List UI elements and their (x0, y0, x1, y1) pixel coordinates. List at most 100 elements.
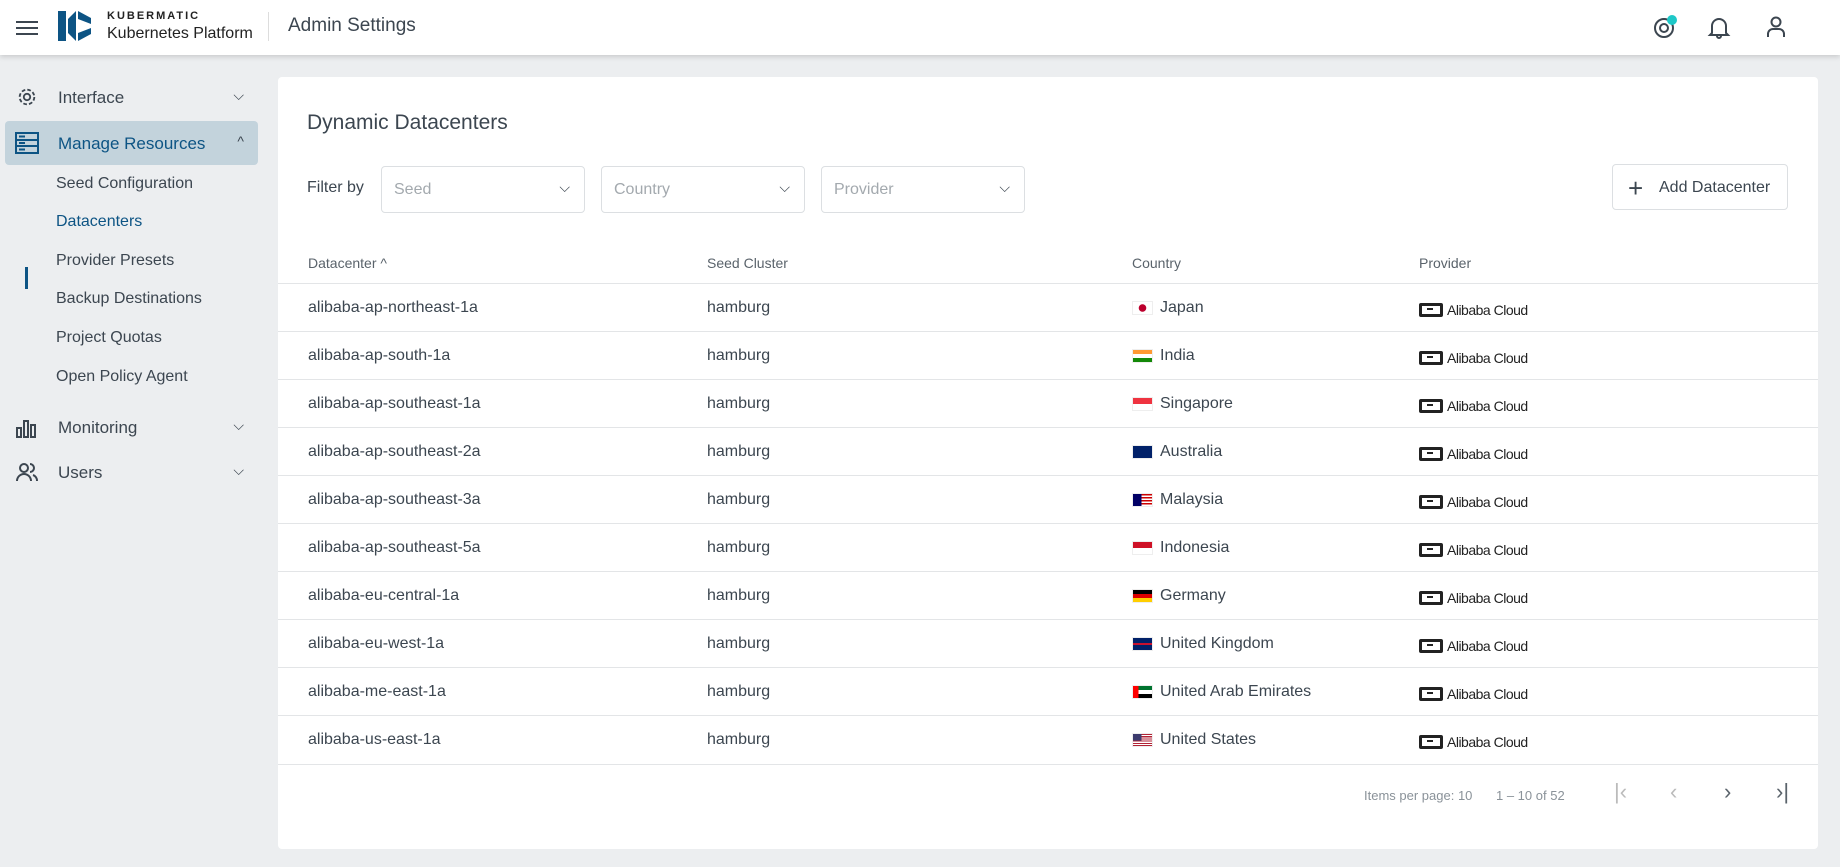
provider-name: Alibaba Cloud (1447, 494, 1528, 510)
sidebar-item-interface[interactable]: Interface ⌵ (5, 75, 258, 119)
sidebar-sub-backup-destinations[interactable]: Backup Destinations (56, 290, 202, 307)
chevron-down-icon: ⌵ (233, 417, 244, 433)
seed-cluster: hamburg (707, 395, 771, 412)
sidebar-sub-open-policy-agent[interactable]: Open Policy Agent (56, 368, 188, 385)
column-header-country: Country (1132, 255, 1182, 271)
server-icon (15, 132, 39, 154)
provider-name: Alibaba Cloud (1447, 638, 1528, 654)
alibaba-cloud-icon (1419, 495, 1443, 509)
sidebar-sub-provider-presets[interactable]: Provider Presets (56, 252, 175, 269)
country-placeholder: Country (614, 181, 671, 198)
country-name: Malaysia (1160, 491, 1224, 508)
filter-label: Filter by (307, 179, 364, 196)
table-row[interactable]: alibaba-ap-southeast-1a hamburg Singapor… (278, 379, 1818, 427)
menu-icon[interactable] (16, 18, 38, 36)
country-filter-select[interactable]: Country ⌵ (601, 166, 805, 213)
table-row[interactable]: alibaba-ap-southeast-5a hamburg Indonesi… (278, 523, 1818, 571)
datacenter-name: alibaba-eu-central-1a (308, 587, 460, 604)
column-header-datacenter[interactable]: Datacenter ^ (308, 255, 387, 271)
account-icon[interactable] (1763, 14, 1789, 40)
provider-name: Alibaba Cloud (1447, 734, 1528, 750)
flag-de-icon (1132, 589, 1153, 603)
seed-cluster: hamburg (707, 299, 771, 316)
seed-cluster: hamburg (707, 683, 771, 700)
seed-cluster: hamburg (707, 587, 771, 604)
flag-gb-icon (1132, 637, 1153, 651)
alibaba-cloud-icon (1419, 351, 1443, 365)
table-row[interactable]: alibaba-eu-central-1a hamburg Germany Al… (278, 571, 1818, 619)
country-name: United Arab Emirates (1160, 683, 1312, 700)
provider-name: Alibaba Cloud (1447, 446, 1528, 462)
sidebar-sub-project-quotas[interactable]: Project Quotas (56, 329, 162, 346)
sidebar-item-monitoring[interactable]: Monitoring ⌵ (5, 405, 258, 449)
sort-arrow-icon: ^ (380, 255, 387, 271)
active-indicator (25, 267, 28, 289)
page-range: 1 – 10 of 52 (1496, 788, 1565, 803)
table-row[interactable]: alibaba-ap-southeast-2a hamburg Australi… (278, 427, 1818, 475)
sidebar-item-label: Interface (58, 88, 125, 107)
datacenter-name: alibaba-eu-west-1a (308, 635, 445, 652)
next-page-icon[interactable]: › (1724, 779, 1732, 804)
provider-logo: Alibaba Cloud (1419, 734, 1528, 750)
datacenter-name: alibaba-ap-southeast-2a (308, 443, 481, 460)
seed-cluster: hamburg (707, 635, 771, 652)
brand-bottom: Kubernetes Platform (107, 25, 253, 42)
datacenter-name: alibaba-us-east-1a (308, 731, 441, 748)
kubermatic-logo (58, 11, 91, 41)
country-name: United Kingdom (1160, 635, 1274, 652)
datacenter-name: alibaba-me-east-1a (308, 683, 446, 700)
sidebar-item-label: Manage Resources (58, 134, 206, 153)
table-row[interactable]: alibaba-eu-west-1a hamburg United Kingdo… (278, 619, 1818, 667)
previous-page-icon[interactable]: ‹ (1670, 779, 1678, 804)
country-name: Indonesia (1160, 539, 1230, 556)
sidebar-sub-datacenters[interactable]: Datacenters (56, 213, 143, 230)
alibaba-cloud-icon (1419, 735, 1443, 749)
sidebar-item-users[interactable]: Users ⌵ (5, 450, 258, 494)
seed-cluster: hamburg (707, 443, 771, 460)
provider-name: Alibaba Cloud (1447, 686, 1528, 702)
add-datacenter-label: Add Datacenter (1659, 179, 1771, 196)
table-row[interactable]: alibaba-ap-northeast-1a hamburg Japan Al… (278, 283, 1818, 331)
table-row[interactable]: alibaba-ap-southeast-3a hamburg Malaysia… (278, 475, 1818, 523)
flag-in-icon (1132, 349, 1153, 363)
seed-cluster: hamburg (707, 731, 771, 748)
last-page-icon[interactable]: ›| (1776, 779, 1790, 804)
items-per-page[interactable]: Items per page: 10 (1364, 788, 1473, 803)
brand-top: KUBERMATIC (107, 10, 201, 22)
flag-au-icon (1132, 445, 1153, 459)
add-datacenter-button[interactable]: + Add Datacenter (1612, 164, 1788, 210)
flag-sg-icon (1132, 397, 1153, 411)
provider-logo: Alibaba Cloud (1419, 398, 1528, 414)
provider-name: Alibaba Cloud (1447, 350, 1528, 366)
provider-placeholder: Provider (834, 181, 894, 198)
table-row[interactable]: alibaba-us-east-1a hamburg United States… (278, 715, 1818, 763)
country-name: Singapore (1160, 395, 1233, 412)
flag-us-icon (1132, 733, 1153, 747)
sidebar-item-manage-resources[interactable]: Manage Resources ^ (5, 121, 258, 165)
seed-filter-select[interactable]: Seed ⌵ (381, 166, 585, 213)
chevron-down-icon: ⌵ (779, 179, 790, 195)
provider-logo: Alibaba Cloud (1419, 638, 1528, 654)
provider-filter-select[interactable]: Provider ⌵ (821, 166, 1025, 213)
seed-cluster: hamburg (707, 539, 771, 556)
seed-cluster: hamburg (707, 347, 771, 364)
provider-logo: Alibaba Cloud (1419, 686, 1528, 702)
country-name: Australia (1160, 443, 1223, 460)
help-icon[interactable] (1652, 14, 1678, 40)
datacenter-name: alibaba-ap-southeast-3a (308, 491, 481, 508)
provider-name: Alibaba Cloud (1447, 302, 1528, 318)
table-row[interactable]: alibaba-ap-south-1a hamburg India Alibab… (278, 331, 1818, 379)
notifications-bell-icon[interactable] (1706, 14, 1732, 40)
country-name: India (1160, 347, 1195, 364)
chevron-down-icon: ⌵ (999, 179, 1010, 195)
bar-chart-icon (16, 420, 36, 438)
sidebar-sub-seed-configuration[interactable]: Seed Configuration (56, 175, 193, 192)
table-row[interactable]: alibaba-me-east-1a hamburg United Arab E… (278, 667, 1818, 715)
flag-ae-icon (1132, 685, 1153, 699)
seed-cluster: hamburg (707, 491, 771, 508)
provider-logo: Alibaba Cloud (1419, 350, 1528, 366)
datacenters-card: Dynamic Datacenters Filter by Seed ⌵ Coun… (278, 77, 1818, 849)
first-page-icon[interactable]: |‹ (1614, 779, 1628, 804)
seed-placeholder: Seed (394, 181, 432, 198)
alibaba-cloud-icon (1419, 639, 1443, 653)
